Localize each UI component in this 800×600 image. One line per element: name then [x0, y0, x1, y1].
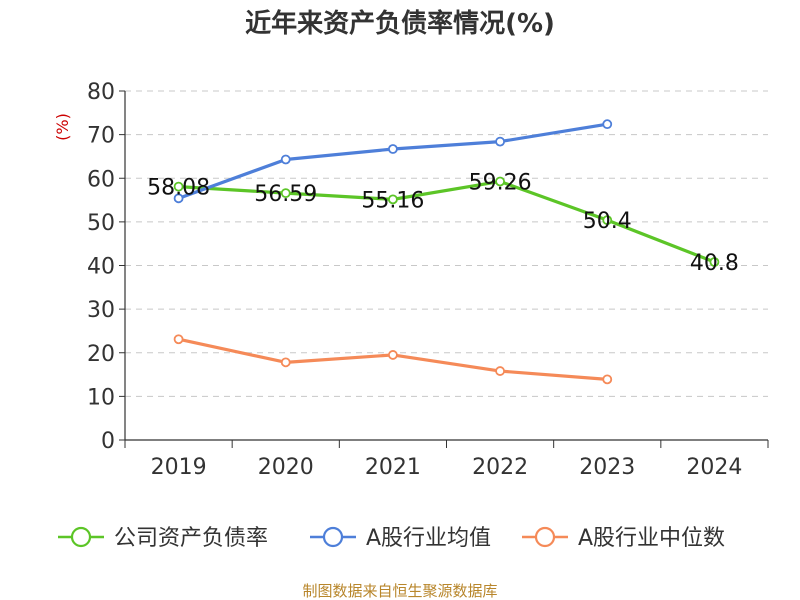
legend-swatch-marker — [70, 526, 92, 548]
y-tick-label: 60 — [87, 167, 115, 192]
x-tick-label: 2020 — [258, 455, 314, 480]
y-tick-label: 30 — [87, 298, 115, 323]
legend-label: 公司资产负债率 — [114, 526, 268, 551]
data-point — [495, 366, 505, 376]
y-tick-label: 40 — [87, 255, 115, 280]
source-note: 制图数据来自恒生聚源数据库 — [302, 582, 497, 600]
data-point — [388, 350, 398, 360]
y-tick-label: 10 — [87, 385, 115, 410]
data-point — [388, 144, 398, 154]
y-axis-label: (%) — [53, 113, 72, 141]
data-label: 58.08 — [147, 176, 210, 201]
data-labels: 58.08 56.59 55.16 59.26 50.4 40.8 — [147, 170, 739, 276]
data-point — [602, 119, 613, 130]
legend-swatch-marker — [322, 526, 344, 548]
data-point — [495, 136, 505, 147]
y-tick-label: 80 — [87, 80, 115, 105]
x-tick-label: 2023 — [579, 455, 635, 480]
data-point — [280, 357, 291, 368]
data-point — [602, 215, 613, 226]
data-point — [280, 188, 291, 199]
legend-label: A股行业中位数 — [578, 526, 725, 551]
data-label: 50.4 — [583, 209, 632, 234]
data-point — [495, 176, 505, 187]
grid-lines — [125, 90, 768, 397]
data-label: 59.26 — [469, 170, 532, 195]
axes: 0 10 20 30 40 50 60 70 80 2019 2020 2021 2022 2023 202… — [87, 80, 769, 480]
y-tick-label: 50 — [87, 211, 115, 236]
legend-swatch-marker — [534, 526, 556, 548]
data-point — [173, 193, 184, 204]
legend: 公司资产负债率 A股行业均值 A股行业中位数 — [58, 526, 725, 551]
y-tick-label: 70 — [87, 124, 115, 149]
x-tick-label: 2022 — [472, 455, 528, 480]
data-label: 55.16 — [361, 188, 424, 213]
data-point — [602, 374, 613, 385]
series-lines — [173, 119, 720, 385]
x-tick-label: 2024 — [686, 455, 742, 480]
data-label: 40.8 — [690, 251, 739, 276]
data-point — [388, 194, 398, 205]
data-point — [280, 154, 291, 165]
data-point — [173, 181, 184, 192]
x-tick-label: 2021 — [365, 455, 421, 480]
x-tick-label: 2019 — [151, 455, 207, 480]
chart-title: 近年来资产负债率情况(%) — [245, 8, 555, 39]
legend-label: A股行业均值 — [366, 526, 491, 551]
data-point — [173, 334, 184, 345]
series-line-1 — [178, 122, 608, 200]
y-tick-label: 0 — [101, 429, 115, 454]
y-tick-label: 20 — [87, 342, 115, 367]
data-label: 56.59 — [254, 182, 317, 207]
data-point — [709, 257, 720, 267]
series-line-0 — [178, 179, 715, 264]
